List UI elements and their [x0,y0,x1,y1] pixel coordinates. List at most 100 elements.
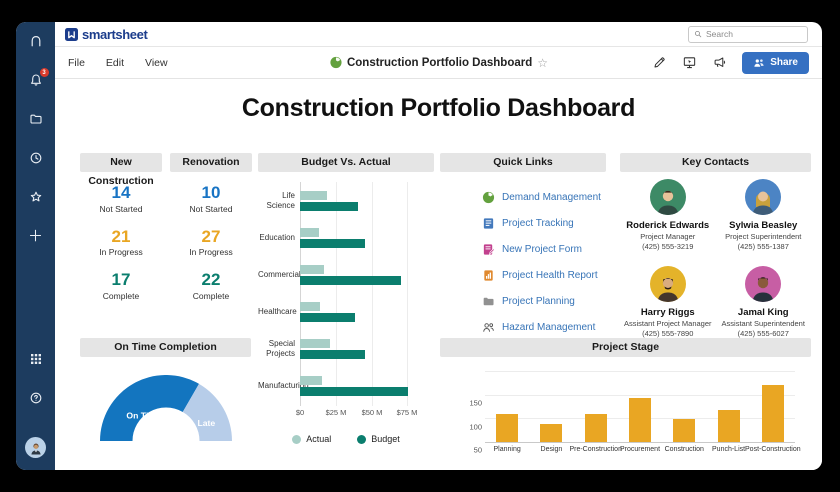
category-label: Life Science [266,191,295,210]
contact-name: Sylwia Beasley [729,220,798,231]
contact-card: Jamal King Assistant Superintendent (425… [716,266,812,338]
notifications-bell-icon[interactable]: 3 [28,68,49,88]
contact-name: Jamal King [737,307,789,318]
contact-role: Project Manager [640,232,696,241]
panel-header-new-construction: New Construction [80,153,162,187]
link-project-tracking[interactable]: Project Tracking [482,210,606,236]
budget-bar[interactable] [300,238,365,248]
metric-value: 21 [111,226,131,246]
avatar [745,179,782,215]
stage-category: Punch-List [712,446,746,453]
x-axis-ticks: $0 $25 M $50 M $75 M [296,408,418,418]
user-avatar[interactable] [25,437,46,458]
gauge-label-on-time: On Time [126,411,161,421]
budget-bar[interactable] [300,312,355,322]
edit-pencil-icon[interactable] [652,55,667,70]
actual-bar[interactable] [300,264,325,274]
present-monitor-icon[interactable] [682,55,697,70]
contact-phone: (425) 555-6027 [737,329,789,338]
app-launcher-grid-icon[interactable] [28,351,44,367]
home-icon[interactable] [28,33,44,49]
metric-label: In Progress [99,247,143,258]
link-new-project-form[interactable]: New Project Form [482,236,606,262]
panel-header-quick-links: Quick Links [440,153,606,172]
share-button[interactable]: Share [742,51,809,74]
link-project-health-report[interactable]: Project Health Report [482,262,606,288]
metric-label: In Progress [189,247,233,258]
metric-panel-new-construction: 14 Not Started 21 In Progress 17 Complet… [80,183,162,314]
contact-role: Project Superintendent [725,232,802,241]
smartsheet-logo-icon [65,27,78,41]
global-search[interactable] [688,25,808,43]
stage-category: Planning [493,446,521,453]
key-contacts-grid: Roderick Edwards Project Manager (425) 5… [620,179,811,338]
contact-phone: (425) 555-3219 [642,242,694,251]
gauge-slice-on-time[interactable] [99,375,199,441]
stage-bar-construction[interactable] [673,419,696,442]
avatar [649,179,686,215]
panel-header-project-stage: Project Stage [440,338,811,357]
metric-label: Not Started [189,203,233,214]
budget-bar[interactable] [300,386,408,396]
link-label: Demand Management [502,191,601,203]
search-input[interactable] [706,29,802,39]
actual-bar[interactable] [300,190,328,200]
actual-bar[interactable] [300,375,322,385]
bar-group-commercial: Commercial [258,256,434,293]
stage-category: Pre-Construction [569,446,622,453]
metric-value: 10 [201,183,221,202]
menu-view[interactable]: View [145,56,168,69]
category-label: Manufacturing [258,380,309,390]
browse-folder-icon[interactable] [28,111,44,127]
link-hazard-management[interactable]: Hazard Management [482,314,606,340]
panel-header-budget-vs-actual: Budget Vs. Actual [258,153,434,172]
favorite-star-icon[interactable]: ☆ [537,55,549,70]
actual-bar[interactable] [300,338,331,348]
project-tracking-icon [483,217,494,229]
help-icon[interactable] [28,390,44,406]
menu-edit[interactable]: Edit [105,56,125,69]
gauge-slice-late[interactable] [182,383,232,441]
stage-bar-post-construction[interactable] [761,384,784,442]
menu-file[interactable]: File [68,56,85,69]
actual-bar[interactable] [300,227,319,237]
stage-category: Construction [664,446,704,453]
demand-management-icon [482,191,495,203]
bar-group-education: Education [258,219,434,256]
link-label: New Project Form [502,243,583,255]
metric-not-started: 10 Not Started [170,183,252,214]
category-label: Education [259,232,295,242]
actual-bar[interactable] [300,301,321,311]
stage-slot: Procurement [620,373,660,453]
stage-plot-area: Planning Design Pre-Construction Procure… [485,371,801,453]
main-column: smartsheet File Edit View Construction P… [55,22,822,470]
recents-clock-icon[interactable] [28,150,44,166]
link-label: Project Tracking [502,217,574,229]
hazard-management-icon [483,322,494,332]
stage-slot: Construction [665,373,704,453]
metric-complete: 17 Complete [80,270,162,301]
stage-bar-punch-list[interactable] [717,409,740,442]
stage-bar-design[interactable] [540,423,563,442]
metric-label: Complete [192,290,230,301]
budget-bar[interactable] [300,275,401,285]
smartsheet-logo[interactable]: smartsheet [65,27,148,42]
document-title: Construction Portfolio Dashboard [346,56,533,69]
announce-megaphone-icon[interactable] [712,55,727,70]
contact-role: Assistant Superintendent [721,319,805,328]
favorites-star-icon[interactable] [28,189,44,205]
stage-bar-procurement[interactable] [628,398,651,442]
link-project-planning[interactable]: Project Planning [482,288,606,314]
stage-bar-pre-construction[interactable] [584,414,607,442]
link-demand-management[interactable]: Demand Management [482,184,606,210]
y-tick: 0 [478,469,482,471]
x-tick: $0 [295,408,305,417]
search-icon [694,30,702,38]
budget-bar[interactable] [300,349,365,359]
metric-label: Not Started [99,203,143,214]
create-new-plus-icon[interactable]: ＋ [27,227,43,245]
stage-category: Procurement [619,446,661,453]
budget-bar[interactable] [300,201,358,211]
share-button-label: Share [770,57,798,68]
stage-bar-planning[interactable] [496,414,519,442]
